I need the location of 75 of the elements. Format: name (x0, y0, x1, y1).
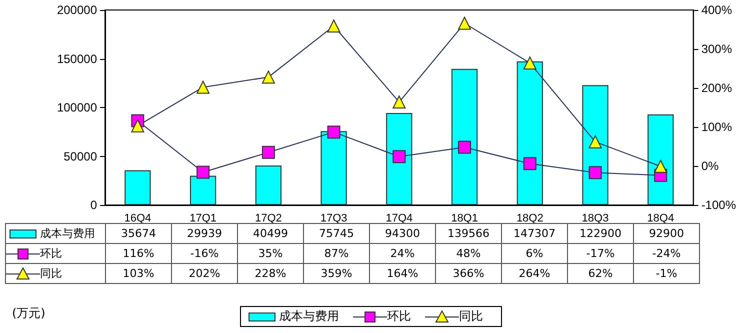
y-tick-label: 100000 (56, 100, 98, 114)
y-tick-label: 150000 (56, 52, 98, 66)
data-label: -1% (634, 264, 700, 284)
data-label: 40499 (238, 224, 304, 244)
point (654, 160, 668, 173)
data-label: 24% (370, 244, 436, 264)
y-tick-label: 50000 (64, 149, 98, 164)
x-tick-label: 18Q1 (451, 212, 478, 224)
bar (451, 68, 478, 205)
data-label: 75745 (304, 224, 370, 244)
data-label: 29939 (172, 224, 238, 244)
x-tick-label: 17Q3 (320, 212, 348, 224)
x-tick-label: 18Q4 (647, 212, 674, 224)
x-tick-label: 17Q4 (386, 212, 413, 224)
data-label: 87% (304, 244, 370, 264)
text: 环比 (387, 309, 411, 323)
x-tick-label: 18Q2 (516, 212, 544, 224)
bar (582, 85, 608, 205)
data-label: 94300 (370, 224, 436, 244)
data-label: 103% (106, 264, 172, 284)
point (327, 126, 340, 139)
y-tick-label: 200000 (56, 3, 98, 17)
point (392, 150, 406, 164)
y2-tick-label: 400% (701, 3, 732, 17)
y2-tick-label: 0% (701, 159, 719, 173)
point (458, 16, 472, 30)
point (196, 80, 210, 94)
y2-tick-label: 200% (701, 81, 732, 95)
x-tick-label: 17Q2 (254, 212, 282, 224)
point (262, 70, 275, 84)
point (327, 19, 340, 32)
text: 同比 (459, 309, 483, 323)
data-label: 116% (106, 244, 172, 264)
point (262, 146, 275, 159)
text: 成本与费用 (279, 309, 339, 323)
data-label: 35% (238, 244, 304, 264)
bar (386, 113, 412, 205)
x-tick-label: 16Q4 (124, 212, 152, 224)
data-label: 35674 (106, 224, 172, 244)
data-label: 6% (502, 244, 568, 264)
legend-label: 成本与费用 (40, 227, 95, 240)
y2-tick-label: 300% (701, 42, 732, 56)
bar (255, 166, 282, 205)
data-label: 48% (436, 244, 502, 264)
data-label: 202% (172, 264, 238, 284)
data-label: 366% (436, 264, 502, 284)
data-label: 228% (238, 264, 304, 284)
data-label: 122900 (568, 224, 634, 244)
point (458, 140, 472, 154)
data-label: -24% (634, 244, 700, 264)
y2-tick-label: -100% (701, 198, 736, 212)
point (523, 157, 536, 170)
y-tick-label: 0 (90, 198, 98, 212)
data-label: 92900 (634, 224, 700, 244)
x-tick-label: 17Q1 (190, 212, 217, 224)
legend-label: 同比 (40, 267, 62, 280)
data-label: -16% (172, 244, 238, 264)
point (588, 135, 602, 148)
data-label: 147307 (502, 224, 568, 244)
data-label: 139566 (436, 224, 502, 244)
data-label: 62% (568, 264, 634, 284)
bar (124, 170, 151, 205)
point (523, 56, 536, 70)
data-label: 164% (370, 264, 436, 284)
x-tick-label: 18Q3 (582, 212, 609, 224)
y2-tick-label: 100% (701, 120, 732, 134)
point (131, 119, 144, 132)
data-label: 359% (304, 264, 370, 284)
text: (万元) (12, 305, 46, 322)
point (588, 166, 602, 180)
data-label: 264% (502, 264, 568, 284)
point (392, 96, 406, 109)
point (196, 166, 210, 179)
data-label: -17% (568, 244, 634, 264)
legend-label: 环比 (40, 247, 62, 260)
